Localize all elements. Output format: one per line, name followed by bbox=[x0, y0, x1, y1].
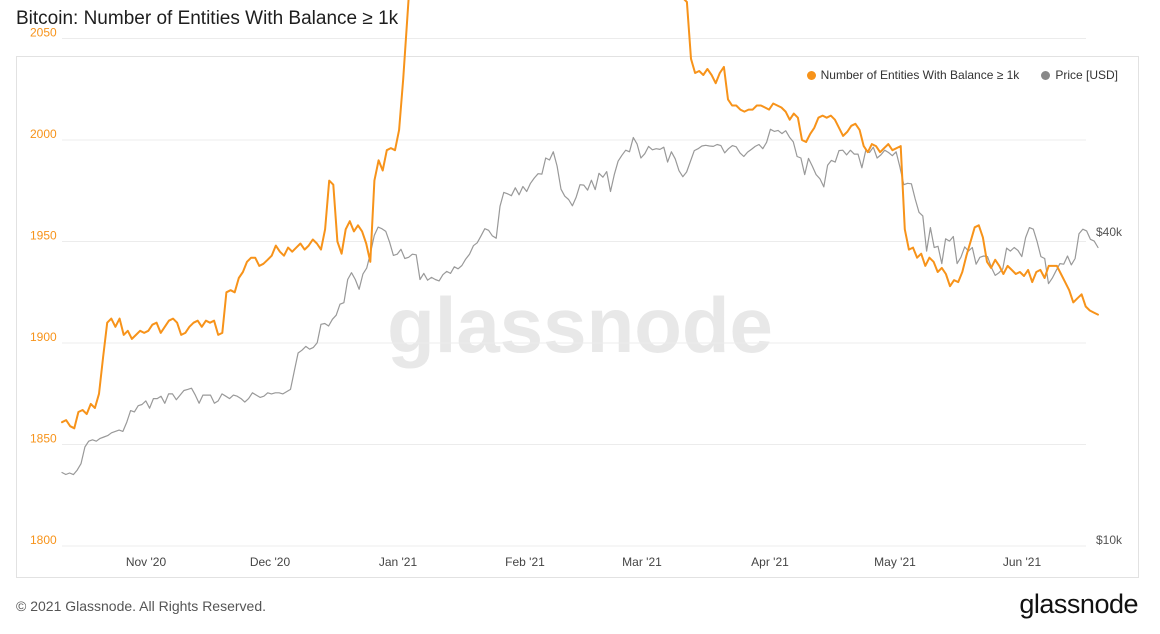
y-left-tick-label: 1850 bbox=[30, 432, 57, 446]
glassnode-logo[interactable]: glassnode bbox=[1019, 589, 1138, 619]
legend-item-price[interactable]: Price [USD] bbox=[1041, 68, 1118, 82]
x-tick-label: Jun '21 bbox=[1003, 555, 1042, 569]
series-line-entities bbox=[61, 0, 1099, 430]
x-tick-label: May '21 bbox=[874, 555, 916, 569]
x-tick-label: Nov '20 bbox=[126, 555, 167, 569]
copyright-text: © 2021 Glassnode. All Rights Reserved. bbox=[16, 598, 267, 614]
legend-label-price: Price [USD] bbox=[1055, 68, 1118, 82]
x-tick-label: Apr '21 bbox=[751, 555, 789, 569]
y-left-tick-label: 1800 bbox=[30, 533, 57, 547]
x-tick-label: Dec '20 bbox=[250, 555, 291, 569]
chart-frame bbox=[16, 56, 1139, 578]
y-left-tick-label: 2050 bbox=[30, 26, 57, 40]
legend-dot-entities bbox=[806, 70, 816, 80]
x-tick-label: Jan '21 bbox=[379, 555, 418, 569]
y-left-tick-label: 1900 bbox=[30, 330, 57, 344]
y-left-tick-label: 1950 bbox=[30, 229, 57, 243]
watermark: glassnode bbox=[387, 281, 773, 369]
y-left-tick-label: 2000 bbox=[30, 127, 57, 141]
series-line-price bbox=[61, 128, 1099, 476]
chart-legend: Number of Entities With Balance ≥ 1k Pri… bbox=[806, 68, 1118, 82]
x-tick-label: Feb '21 bbox=[505, 555, 545, 569]
chart-title: Bitcoin: Number of Entities With Balance… bbox=[16, 8, 399, 29]
legend-label-entities: Number of Entities With Balance ≥ 1k bbox=[820, 68, 1020, 82]
y-right-tick-label: $40k bbox=[1096, 225, 1123, 239]
legend-dot-price bbox=[1041, 70, 1051, 80]
x-tick-label: Mar '21 bbox=[622, 555, 662, 569]
legend-item-entities[interactable]: Number of Entities With Balance ≥ 1k bbox=[806, 68, 1020, 82]
y-right-tick-label: $10k bbox=[1096, 533, 1123, 547]
